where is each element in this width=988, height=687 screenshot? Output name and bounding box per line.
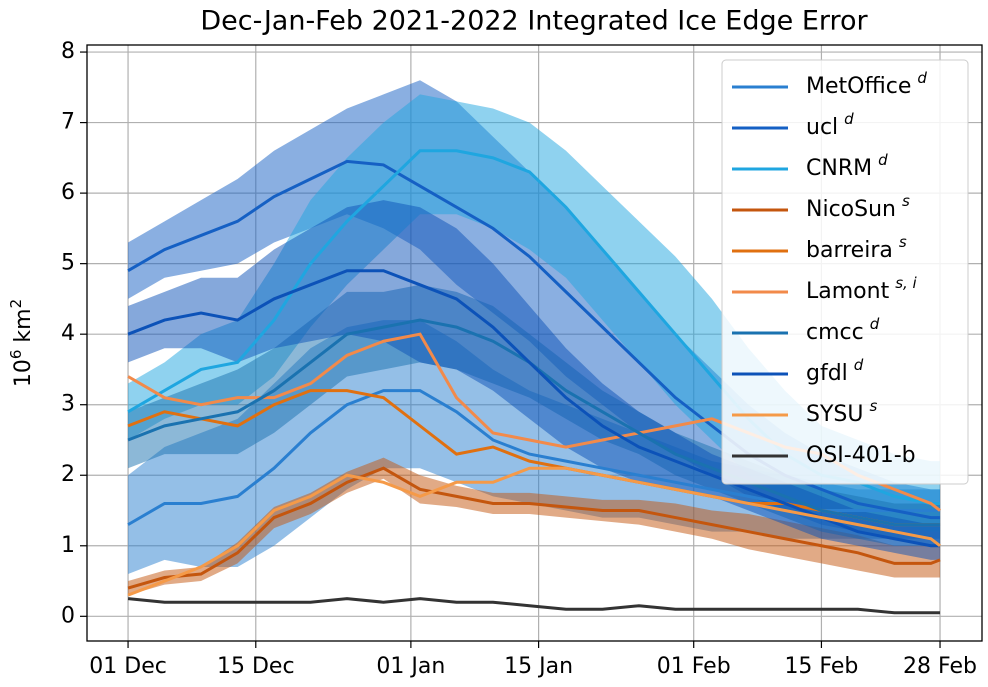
legend-sup: d — [878, 151, 888, 169]
legend-name: barreira — [806, 238, 893, 263]
plot-frame — [86, 44, 983, 642]
y-tick-label: 5 — [61, 251, 75, 276]
y-tick-label: 4 — [61, 321, 75, 346]
y-tick-label: 1 — [61, 533, 75, 558]
legend-name: Lamont — [806, 279, 890, 304]
legend-sup: d — [844, 110, 854, 128]
legend-sup: s — [902, 192, 910, 210]
legend-label: MetOffice d — [806, 69, 927, 100]
series-line — [127, 318, 941, 527]
legend-name: gfdl — [806, 361, 848, 386]
y-label-sup: 6 — [7, 350, 25, 360]
series-line — [127, 159, 941, 520]
legend-label: ucl d — [806, 110, 854, 141]
x-tick-label: 01 Jan — [376, 654, 445, 679]
y-tick-label: 0 — [61, 603, 75, 628]
x-tick-label: 01 Dec — [89, 654, 167, 679]
series-line — [127, 597, 941, 615]
legend-name: MetOffice — [806, 74, 911, 99]
x-tick-label: 15 Jan — [504, 654, 573, 679]
legend-box — [721, 59, 969, 485]
x-tick-label: 15 Feb — [784, 654, 858, 679]
y-tick-label: 3 — [61, 392, 75, 417]
legend-name: NicoSun — [806, 197, 896, 222]
legend-name: OSI-401-b — [806, 443, 916, 468]
legend-sup: s, i — [895, 274, 917, 292]
y-label-unit-sup: 2 — [7, 299, 25, 309]
legend-label: NicoSun s — [806, 192, 910, 223]
legend-name: SYSU — [806, 402, 863, 427]
y-tick-label: 7 — [61, 110, 75, 135]
legend-name: ucl — [806, 115, 838, 140]
legend-label: barreira s — [806, 233, 907, 264]
y-axis-label: 106 km2 — [7, 299, 37, 387]
legend-label: SYSU s — [806, 397, 877, 428]
y-label-base: 10 — [11, 359, 36, 387]
legend-sup: d — [854, 356, 864, 374]
x-tick-label: 01 Feb — [657, 654, 731, 679]
y-tick-label: 6 — [61, 180, 75, 205]
legend-label: Lamont s, i — [806, 274, 918, 305]
legend-sup: d — [870, 315, 880, 333]
legend-label: cmcc d — [806, 315, 880, 346]
series-line — [127, 466, 941, 590]
legend-label: gfdl d — [806, 356, 864, 387]
legend-name: cmcc — [806, 320, 864, 345]
legend-label: OSI-401-b — [806, 443, 916, 468]
legend-sup: s — [869, 397, 877, 415]
legend-label: CNRM d — [806, 151, 888, 182]
series-line — [127, 466, 941, 597]
legend-sup: s — [899, 233, 907, 251]
y-tick-label: 8 — [61, 39, 75, 64]
chart-title: Dec-Jan-Feb 2021-2022 Integrated Ice Edg… — [200, 6, 868, 37]
x-tick-label: 15 Dec — [217, 654, 295, 679]
legend-sup: d — [917, 69, 927, 87]
y-tick-label: 2 — [61, 462, 75, 487]
x-tick-label: 28 Feb — [903, 654, 977, 679]
legend-name: CNRM — [806, 156, 872, 181]
y-label-unit: km — [11, 308, 36, 349]
